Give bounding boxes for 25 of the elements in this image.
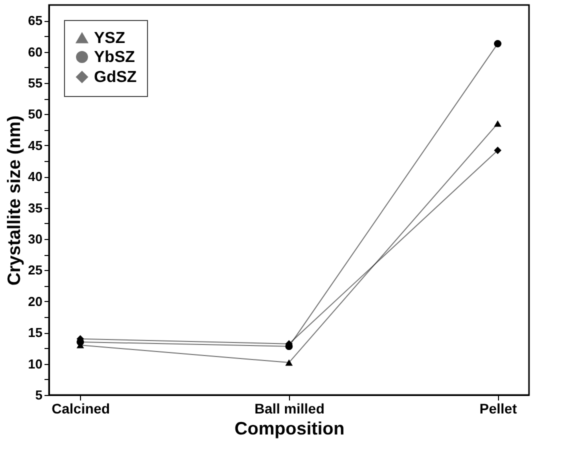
y-tick-label: 30 xyxy=(28,232,42,246)
x-axis-title: Composition xyxy=(234,418,344,438)
point xyxy=(494,146,502,154)
x-tick-label: Calcined xyxy=(52,400,110,416)
y-tick-label: 5 xyxy=(35,388,42,402)
y-tick-label: 50 xyxy=(28,106,42,122)
point xyxy=(494,40,502,48)
y-tick-label: 65 xyxy=(28,13,42,28)
y-tick-label: 45 xyxy=(28,138,42,153)
x-tick-label: Ball milled xyxy=(254,400,325,416)
y-tick-label: 20 xyxy=(28,294,42,309)
legend-label: GdSZ xyxy=(94,69,137,86)
point xyxy=(285,359,293,366)
point xyxy=(494,120,502,127)
legend-label: YSZ xyxy=(94,30,126,47)
y-tick-label: 40 xyxy=(28,169,42,184)
y-tick-label: 35 xyxy=(28,200,42,216)
y-tick-label: 15 xyxy=(28,325,42,340)
y-tick-label: 25 xyxy=(28,262,42,278)
y-axis-title: Crystallite size (nm) xyxy=(4,115,24,286)
y-tick-label: 10 xyxy=(28,356,42,372)
y-tick-label: 60 xyxy=(28,44,42,60)
y-tick-label: 55 xyxy=(28,76,42,90)
x-tick-label: Pellet xyxy=(480,400,518,416)
legend-label: YbSZ xyxy=(94,49,136,66)
